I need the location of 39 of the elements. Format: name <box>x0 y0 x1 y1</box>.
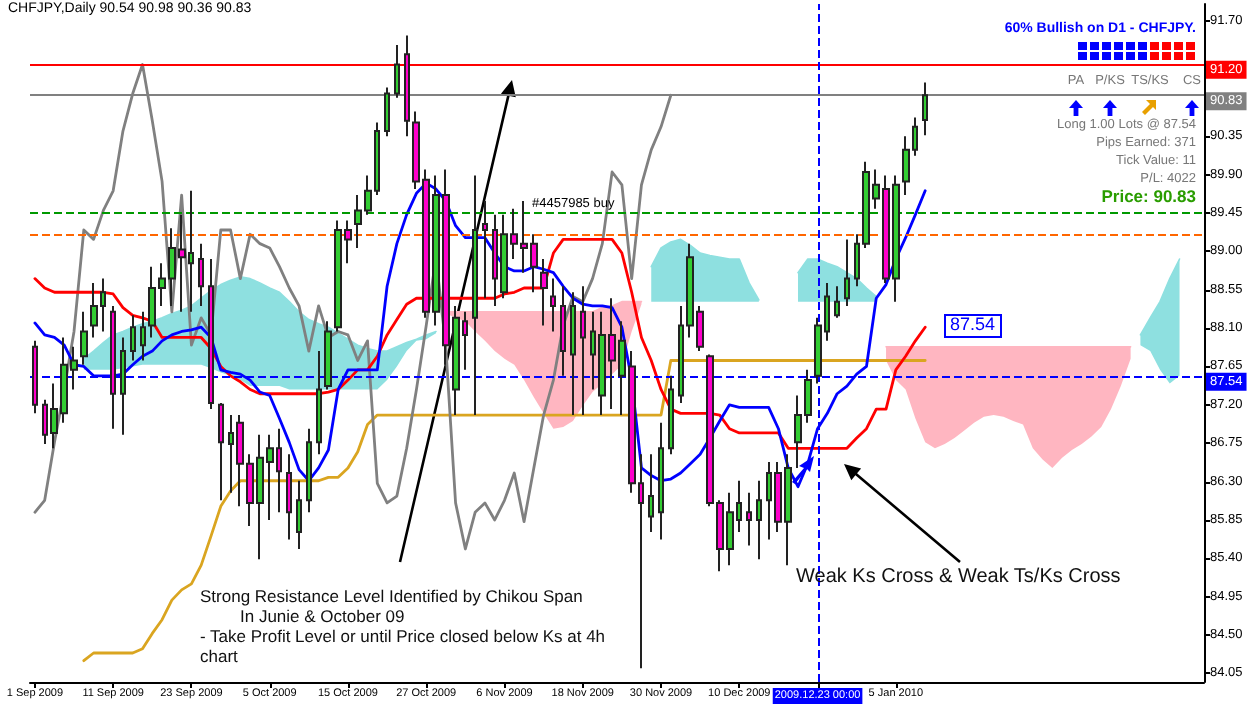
candlestick <box>540 258 548 327</box>
candlestick <box>844 238 850 307</box>
candlestick <box>130 314 136 362</box>
candlestick <box>296 479 302 550</box>
candlestick <box>324 320 332 391</box>
candlestick <box>922 81 928 137</box>
annotation: - Take Profit Level or until Price closed below Ks at 4h chart <box>200 626 608 666</box>
candlestick <box>482 200 488 300</box>
candlestick <box>218 402 224 502</box>
candlestick <box>384 86 390 138</box>
candlestick <box>648 453 654 533</box>
candlestick <box>198 242 204 307</box>
candlestick <box>90 281 98 339</box>
candlestick <box>306 427 312 514</box>
candlestick <box>834 285 840 319</box>
candlestick <box>560 285 566 377</box>
candlestick <box>746 491 752 547</box>
annotation: Price: 90.83 <box>1101 186 1196 207</box>
candlestick <box>756 479 762 561</box>
candlestick <box>208 258 214 411</box>
candlestick <box>32 339 38 415</box>
candlestick <box>472 174 478 417</box>
candlestick <box>110 304 116 430</box>
candlestick <box>658 421 664 541</box>
annotation: Weak Ks Cross & Weak Ts/Ks Cross <box>796 566 1121 588</box>
candlestick <box>394 43 400 99</box>
candlestick <box>286 453 292 541</box>
candlestick <box>120 336 126 436</box>
annotation: Strong Resistance Level Identified by Chikou Span <box>200 586 585 606</box>
line-series <box>33 237 927 450</box>
candlestick <box>570 291 576 417</box>
candlestick <box>580 285 586 417</box>
candlestick <box>316 350 322 456</box>
candlestick <box>80 310 88 366</box>
annotation: 87.54 <box>944 314 1002 338</box>
annotation: In Junie & October 09 <box>238 606 407 626</box>
candlestick <box>668 374 674 456</box>
candlestick <box>550 277 556 333</box>
candlestick <box>404 34 410 138</box>
